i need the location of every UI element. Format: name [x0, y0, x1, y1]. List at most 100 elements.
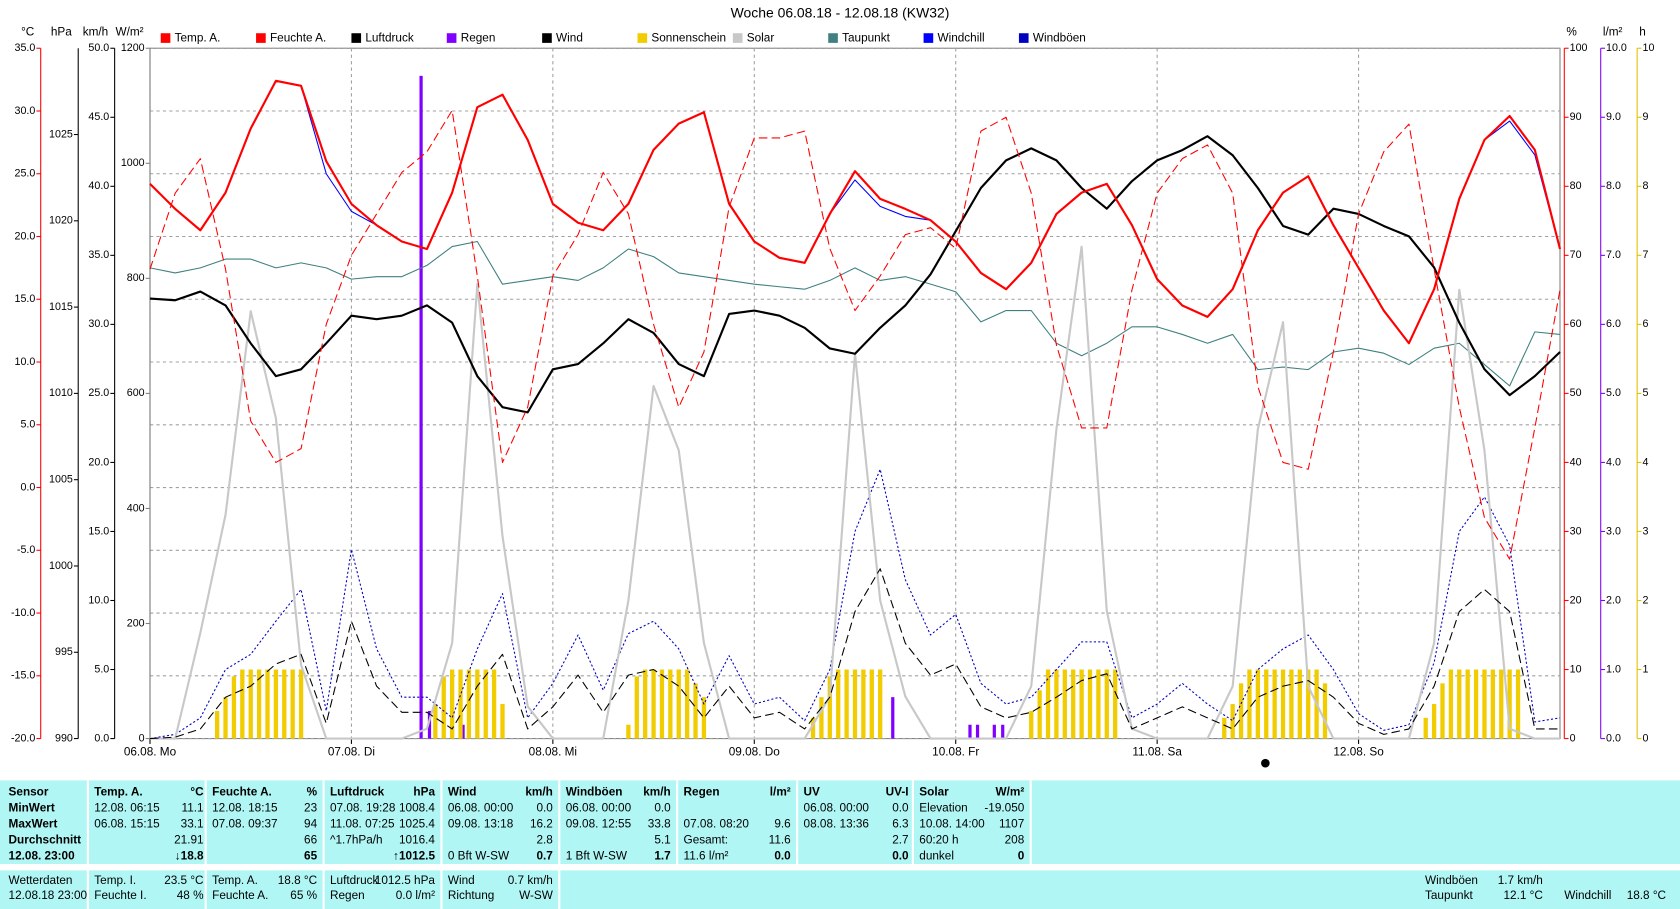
current-label: Wetterdaten: [9, 874, 73, 887]
table-cell: ↑1012.5: [393, 850, 435, 863]
axis-tick-label: 35.0: [15, 42, 36, 54]
axis-tick-label: 1005: [49, 474, 73, 486]
axis-tick-label: 1.0: [1606, 663, 1621, 675]
table-cell: 60:20 h: [919, 834, 958, 847]
bar: [1465, 669, 1470, 739]
current-value: 18.8 °C: [1627, 889, 1667, 902]
axis-tick-label: 35.0: [88, 249, 109, 261]
table-cell: 1008.4: [399, 801, 435, 814]
bar: [1272, 669, 1277, 739]
table-cell: 07.08. 09:37: [212, 817, 277, 830]
axis-tick-label: 30.0: [88, 318, 109, 330]
bar: [466, 669, 472, 739]
bar: [1423, 717, 1428, 739]
bar: [1087, 669, 1093, 739]
current-label: Feuchte A.: [212, 889, 268, 902]
table-cell: 2.8: [537, 834, 554, 847]
axis-tick-label: -10.0: [11, 607, 35, 619]
bar: [1264, 669, 1269, 739]
axis-tick-label: 7.0: [1606, 249, 1621, 261]
current-label: 12.08.18 23:00: [9, 889, 88, 902]
axis-tick-label: 400: [127, 502, 145, 514]
current-label: Luftdruck: [330, 874, 379, 887]
x-tick-label: 10.08. Fr: [932, 746, 979, 759]
table-cell: 0.0: [654, 801, 671, 814]
bar: [450, 669, 455, 739]
table-cell: 06.08. 00:00: [804, 801, 870, 814]
table-cell: 65: [304, 850, 318, 863]
axis-tick-label: 5.0: [1606, 387, 1621, 399]
table-cell: -19.050: [984, 801, 1024, 814]
table-cell: 66: [304, 834, 318, 847]
bar: [827, 676, 832, 739]
x-tick-label: 09.08. Do: [729, 746, 780, 759]
legend-swatch: [828, 33, 838, 43]
bar: [1515, 669, 1521, 739]
bar: [685, 669, 690, 739]
bar: [240, 669, 245, 739]
axis-tick-label: 4.0: [1606, 456, 1621, 468]
axis-tick-label: 0: [139, 732, 145, 744]
table-cell: 21.91: [174, 834, 203, 847]
axis-tick-label: 6: [1643, 318, 1649, 330]
bar: [668, 669, 673, 739]
table-cell: Elevation: [919, 801, 967, 814]
current-label: Feuchte I.: [94, 889, 146, 902]
bar: [819, 697, 824, 739]
table-cell: 9.6: [774, 817, 791, 830]
bar: [475, 669, 480, 739]
current-value: 18.8 °C: [278, 874, 318, 887]
axis-tick-label: 1000: [121, 157, 145, 169]
bar: [869, 669, 874, 739]
table-cell: 11.1: [182, 801, 204, 814]
bar: [441, 676, 446, 739]
bar: [1062, 669, 1067, 739]
axis-tick-label: 2: [1643, 594, 1649, 606]
axis-tick-label: 5.0: [94, 663, 109, 675]
bar: [1071, 669, 1076, 739]
current-label: Windböen: [1425, 874, 1478, 887]
bar: [852, 669, 858, 739]
table-cell: 0.0: [892, 801, 909, 814]
table-header: Solar: [919, 785, 949, 798]
axis-tick-label: 25.0: [15, 168, 36, 180]
bar: [810, 717, 816, 739]
legend-label: Temp. A.: [175, 32, 221, 45]
legend-swatch: [446, 33, 457, 43]
current-value: 1012.5 hPa: [375, 874, 436, 887]
bar: [1054, 669, 1059, 739]
current-label: Richtung: [448, 889, 494, 902]
bar: [1079, 669, 1084, 739]
axis-tick-label: 30: [1570, 525, 1582, 537]
bar: [676, 669, 681, 739]
table-cell: 08.08. 13:36: [804, 817, 870, 830]
bar: [1457, 669, 1462, 739]
axis-tick-label: 100: [1570, 42, 1588, 54]
axis-tick-label: -20.0: [11, 732, 35, 744]
current-label: Temp. A.: [212, 874, 258, 887]
table-cell: 07.08. 08:20: [684, 817, 750, 830]
bar: [215, 710, 220, 739]
table-header: %: [307, 785, 318, 798]
bar: [248, 669, 253, 739]
bar: [1289, 669, 1294, 739]
axis-tick-label: 3: [1643, 525, 1649, 537]
axis-tick-label: 1015: [49, 301, 73, 313]
legend-swatch: [923, 33, 934, 43]
bar: [461, 724, 465, 739]
series-line: [149, 79, 1562, 345]
table-cell: 1025.4: [399, 817, 435, 830]
table-row-label: MinWert: [9, 801, 55, 814]
bar: [1096, 669, 1101, 739]
axis-tick-label: 40.0: [88, 180, 109, 192]
axis-tick-label: 990: [55, 732, 73, 744]
table-cell: 0: [1018, 850, 1025, 863]
current-value: 1.7 km/h: [1498, 874, 1543, 887]
bar: [1037, 690, 1042, 739]
bar: [701, 697, 707, 739]
bar: [1490, 669, 1495, 739]
axis-tick-label: 15.0: [15, 293, 36, 305]
bar: [634, 676, 639, 739]
x-tick-label: 07.08. Di: [328, 746, 375, 759]
